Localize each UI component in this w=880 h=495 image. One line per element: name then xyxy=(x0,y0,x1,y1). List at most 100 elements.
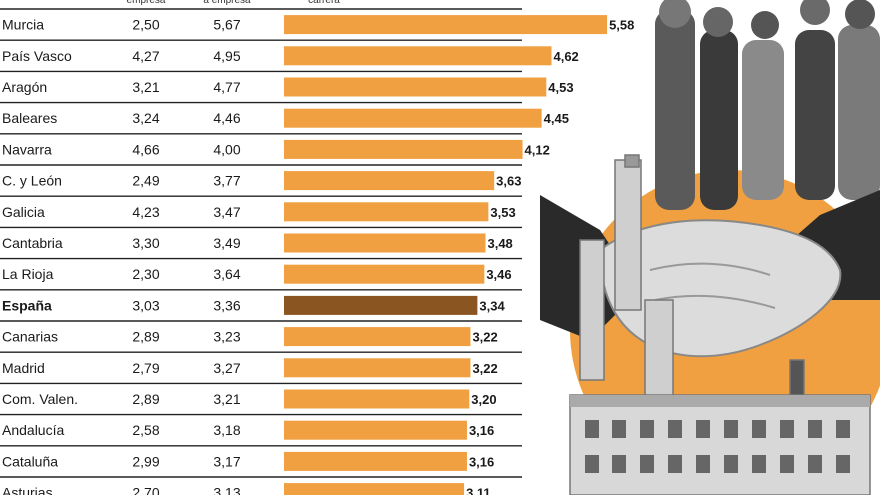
value-col2-label: 3,21 xyxy=(213,391,240,407)
bar xyxy=(284,327,471,347)
bar xyxy=(284,451,467,471)
region-label: Canarias xyxy=(2,329,58,345)
region-label: Galicia xyxy=(2,204,45,220)
region-label: Aragón xyxy=(2,79,47,95)
value-col1-label: 2,30 xyxy=(132,266,159,282)
value-col1-label: 2,79 xyxy=(132,360,159,376)
table-row: Canarias 2,89 3,23 3,22 xyxy=(0,327,522,353)
region-label: Andalucía xyxy=(2,422,64,438)
column-header: a empresa xyxy=(203,0,251,6)
bar-value-label: 4,45 xyxy=(544,111,569,126)
people-group-image xyxy=(655,0,880,210)
table-row: Com. Valen. 2,89 3,21 3,20 xyxy=(0,389,522,416)
value-col2-label: 4,00 xyxy=(213,141,240,157)
bar xyxy=(284,420,467,440)
region-label: Cantabria xyxy=(2,235,63,251)
bar xyxy=(284,77,547,97)
bar-value-label: 4,12 xyxy=(525,142,550,157)
value-col2-label: 3,18 xyxy=(213,422,240,438)
value-col1-label: 4,27 xyxy=(132,48,159,64)
value-col2-label: 4,95 xyxy=(213,48,240,64)
value-col2-label: 3,47 xyxy=(213,204,240,220)
bar-value-label: 3,22 xyxy=(472,330,497,345)
region-label: Murcia xyxy=(2,17,44,33)
value-col1-label: 3,03 xyxy=(132,297,159,313)
value-col2-label: 4,46 xyxy=(213,110,240,126)
table-row: Aragón 3,21 4,77 4,53 xyxy=(0,77,574,104)
table-row: Asturias 2,70 3,13 3,11 xyxy=(2,483,491,495)
bar-value-label: 3,34 xyxy=(479,298,505,313)
value-col2-label: 3,49 xyxy=(213,235,240,251)
value-col1-label: 2,70 xyxy=(132,485,159,495)
value-col1-label: 2,89 xyxy=(132,329,159,345)
bar xyxy=(284,389,470,409)
column-header: carrera xyxy=(308,0,340,6)
bar-value-label: 4,62 xyxy=(553,49,578,64)
table-row: C. y León 2,49 3,77 3,63 xyxy=(0,171,522,197)
factory-chimneys-image xyxy=(579,154,805,421)
table-row: Andalucía 2,58 3,18 3,16 xyxy=(0,420,522,447)
region-label: C. y León xyxy=(2,173,62,189)
value-col2-label: 3,64 xyxy=(213,266,240,282)
region-label: País Vasco xyxy=(2,48,72,64)
bar xyxy=(284,15,608,35)
value-col1-label: 3,24 xyxy=(132,110,159,126)
table-row: Madrid 2,79 3,27 3,22 xyxy=(0,358,522,385)
region-label: Com. Valen. xyxy=(2,391,78,407)
table-row: España 3,03 3,36 3,34 xyxy=(0,295,522,322)
bar xyxy=(284,483,465,495)
value-col2-label: 3,27 xyxy=(213,360,240,376)
bar xyxy=(284,295,478,315)
factory-building-image xyxy=(569,394,871,495)
region-label: Cataluña xyxy=(2,453,58,469)
value-col1-label: 2,50 xyxy=(132,17,159,33)
bar-value-label: 3,16 xyxy=(469,423,494,438)
bar-value-label: 4,53 xyxy=(548,80,573,95)
value-col2-label: 3,77 xyxy=(213,173,240,189)
bar xyxy=(284,108,542,128)
value-col2-label: 3,36 xyxy=(213,297,240,313)
value-col1-label: 4,66 xyxy=(132,141,159,157)
table-row: Navarra 4,66 4,00 4,12 xyxy=(0,139,550,166)
region-label: Asturias xyxy=(2,485,53,495)
bar-value-label: 3,16 xyxy=(469,454,494,469)
table-row: Cantabria 3,30 3,49 3,48 xyxy=(0,233,522,260)
value-col1-label: 2,89 xyxy=(132,391,159,407)
region-label: Navarra xyxy=(2,141,52,157)
value-col2-label: 3,23 xyxy=(213,329,240,345)
table-row: Cataluña 2,99 3,17 3,16 xyxy=(0,451,522,478)
bar xyxy=(284,358,471,378)
table-row: Galicia 4,23 3,47 3,53 xyxy=(0,202,522,229)
value-col1-label: 4,23 xyxy=(132,204,159,220)
bar xyxy=(284,171,495,191)
region-label: Madrid xyxy=(2,360,45,376)
value-col2-label: 3,13 xyxy=(213,485,240,495)
bar xyxy=(284,264,485,284)
table-row: Baleares 3,24 4,46 4,45 xyxy=(0,108,569,135)
value-col2-label: 4,77 xyxy=(213,79,240,95)
bar xyxy=(284,202,489,222)
value-col1-label: 2,99 xyxy=(132,453,159,469)
value-col1-label: 3,21 xyxy=(132,79,159,95)
bar-value-label: 3,11 xyxy=(466,486,491,495)
value-col2-label: 5,67 xyxy=(213,17,240,33)
bar-value-label: 3,46 xyxy=(486,267,511,282)
bar-value-label: 3,48 xyxy=(487,236,512,251)
region-label: La Rioja xyxy=(2,266,54,282)
bar-value-label: 3,63 xyxy=(496,174,521,189)
bar-value-label: 3,53 xyxy=(490,205,515,220)
region-label: España xyxy=(2,297,52,313)
bar-value-label: 3,22 xyxy=(472,361,497,376)
value-col1-label: 3,30 xyxy=(132,235,159,251)
column-header: empresa xyxy=(127,0,166,6)
table-row: País Vasco 4,27 4,95 4,62 xyxy=(0,46,579,73)
bar-value-label: 3,20 xyxy=(471,392,496,407)
region-label: Baleares xyxy=(2,110,57,126)
table-row: Murcia 2,50 5,67 5,58 xyxy=(0,15,634,41)
bar xyxy=(284,139,523,159)
value-col1-label: 2,49 xyxy=(132,173,159,189)
bar-value-label: 5,58 xyxy=(609,18,634,33)
bar xyxy=(284,233,486,253)
